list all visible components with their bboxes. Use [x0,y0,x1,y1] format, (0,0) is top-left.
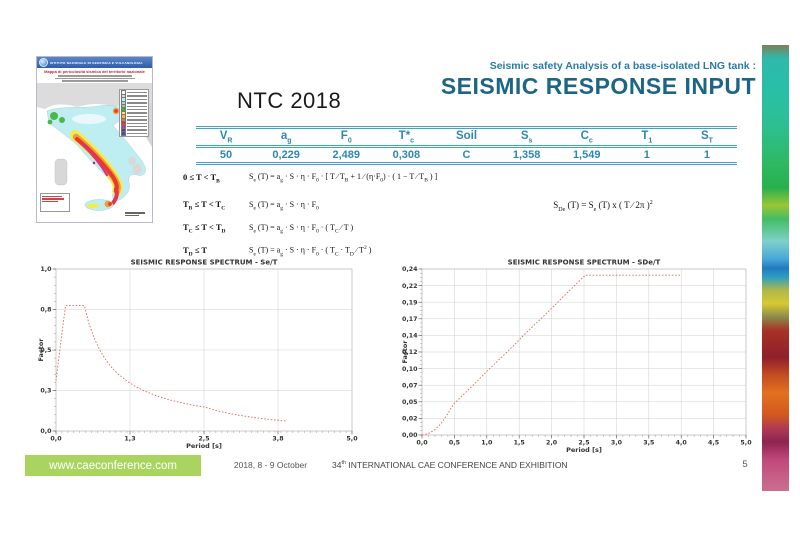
ingv-logo-icon [39,58,48,67]
svg-text:2,5: 2,5 [578,440,589,447]
legend-swatch [121,131,127,136]
svg-text:0,5: 0,5 [449,440,460,447]
svg-text:SEISMIC RESPONSE SPECTRUM - S: SEISMIC RESPONSE SPECTRUM - SDe/T [508,259,661,267]
page-number: 5 [742,459,748,470]
svg-text:0,0: 0,0 [50,436,62,443]
seismic-hazard-map-panel: ISTITUTO NAZIONALE DI GEOFISICA E VULCAN… [36,56,153,223]
table-header-row: VR ag F0 T*c Soil Ss Cc T1 ST [196,129,737,149]
table-value-cell: 1,549 [572,149,601,162]
map-subtitle-line [54,77,135,79]
footer-date: 2018, 8 - 9 October [233,460,308,470]
svg-text:0,12: 0,12 [402,349,418,356]
spectrum-formula-row: TB ≤ T < TC Se (T) = ag · S · η · F0 [183,194,463,217]
spectrum-formula-row: TD ≤ T Se (T) = ag · S · η · F0 · ( TC · … [183,240,463,263]
svg-text:1,0: 1,0 [481,440,493,447]
map-scale-bar [125,211,147,216]
table-header-cell: F0 [340,130,352,145]
footer-website-banner[interactable]: www.caeconference.com [25,455,201,476]
spectrum-formulas: 0 ≤ T < TB Se (T) = ag · S · η · F0 · [ T… [183,162,463,263]
slide-subtitle: Seismic safety Analysis of a base-isolat… [489,60,756,72]
formula-condition: 0 ≤ T < TB [183,171,220,185]
svg-text:2,0: 2,0 [546,440,558,447]
parameters-table: VR ag F0 T*c Soil Ss Cc T1 ST 50 0,229 2,489 0,308 C… [196,126,737,166]
se-spectrum-chart: 0,0 1,3 2,5 3,8 5,0 0,0 0,3 0,5 0,8 1,0 SEISMIC RE… [37,259,358,451]
svg-text:Factor: Factor [401,340,409,364]
legend-swatch-row [121,131,147,136]
table-value-cell: 2,489 [332,149,361,162]
svg-text:4,0: 4,0 [676,440,688,447]
svg-text:3,5: 3,5 [643,440,654,447]
svg-text:5,0: 5,0 [346,436,358,443]
sde-spectrum-chart: 0,0 0,5 1,0 1,5 2,0 2,5 3,0 3,5 4,0 4,5 5,0 0,00 0,0… [401,259,752,455]
table-header-cell: Cc [580,130,593,145]
table-value-cell: C [462,149,471,162]
footer-conference: 34th INTERNATIONAL CAE CONFERENCE AND EX… [332,460,568,470]
formula-expression: Se (T) = ag · S · η · F0 · ( TC ∕ T ) [249,222,354,235]
svg-text:1,0: 1,0 [40,266,52,273]
svg-text:4,5: 4,5 [708,440,719,447]
table-header-cell: ag [280,130,292,145]
map-title: Mappa di pericolosità sismica del territ… [44,69,145,74]
map-subtitle-line [61,80,128,82]
formula-condition: TC ≤ T < TD [183,222,226,235]
table-header-cell: Soil [455,130,478,142]
svg-text:3,8: 3,8 [272,436,283,443]
svg-text:0,10: 0,10 [402,366,418,373]
svg-text:0,0: 0,0 [40,428,52,435]
svg-text:0,00: 0,00 [402,432,418,439]
formula-expression: Se (T) = ag · S · η · F0 · [ T ∕ TB + 1 … [249,172,438,184]
formula-condition: TB ≤ T < TC [183,199,226,212]
table-header-cell: Ss [520,130,533,145]
svg-text:5,0: 5,0 [740,440,752,447]
svg-text:0,5: 0,5 [40,347,51,354]
svg-text:Period [s]: Period [s] [566,446,602,454]
svg-text:0,14: 0,14 [402,333,418,340]
decorative-color-strip [762,45,789,491]
table-value-cell: 0,308 [392,149,421,162]
slide-title: SEISMIC RESPONSE INPUT [440,73,756,99]
svg-text:0,0: 0,0 [416,440,428,447]
map-subtitle-line [57,75,132,77]
svg-text:2,5: 2,5 [198,436,209,443]
formula-expression: Se (T) = ag · S · η · F0 · ( TC · TD ∕ T… [249,245,372,258]
svg-text:0,17: 0,17 [402,316,418,323]
slide-header: Seismic safety Analysis of a base-isolat… [441,60,756,100]
svg-text:0,8: 0,8 [40,307,51,314]
svg-text:1,5: 1,5 [514,440,525,447]
map-agency-title: ISTITUTO NAZIONALE DI GEOFISICA E VULCAN… [50,60,143,65]
svg-text:0,07: 0,07 [402,382,418,389]
table-value-cell: 0,229 [272,149,300,162]
table-header-cell: VR [219,130,233,145]
spectrum-formula-row: TC ≤ T < TD Se (T) = ag · S · η · F0 · ( … [183,217,463,240]
map-legend [119,89,149,138]
formula-expression: Se (T) = ag · S · η · F0 [249,199,319,212]
table-header-cell: T1 [641,130,653,145]
map-note-box [40,193,70,212]
table-header-cell: ST [700,130,713,145]
svg-text:SEISMIC RESPONSE SPECTRUM - S: SEISMIC RESPONSE SPECTRUM - Se/T [131,259,278,267]
map-header-bar: ISTITUTO NAZIONALE DI GEOFISICA E VULCAN… [37,57,152,68]
table-value-cell: 1,358 [512,149,541,162]
spectrum-formula-row: 0 ≤ T < TB Se (T) = ag · S · η · F0 · [ T… [183,162,463,194]
svg-text:0,24: 0,24 [402,266,418,273]
table-value-cell: 50 [219,149,233,162]
ntc-label: NTC 2018 [237,88,342,113]
svg-text:0,3: 0,3 [40,388,51,395]
svg-text:Period [s]: Period [s] [186,442,222,450]
table-header-cell: T*c [398,130,415,145]
table-value-cell: 1 [703,149,710,162]
svg-text:0,22: 0,22 [402,283,418,290]
formula-condition: TD ≤ T [183,245,208,258]
svg-text:3,0: 3,0 [611,440,623,447]
table-value-row: 50 0,229 2,489 0,308 C 1,358 1,549 1 1 [196,148,737,162]
svg-text:0,19: 0,19 [402,299,418,306]
svg-text:1,3: 1,3 [124,436,135,443]
svg-text:Factor: Factor [37,338,45,362]
svg-text:0,05: 0,05 [402,399,418,406]
displacement-formula: SDe (T) = Se (T) x ( T ∕ 2π )2 [553,200,653,213]
table-value-cell: 1 [643,149,650,162]
svg-text:0,02: 0,02 [402,416,418,423]
